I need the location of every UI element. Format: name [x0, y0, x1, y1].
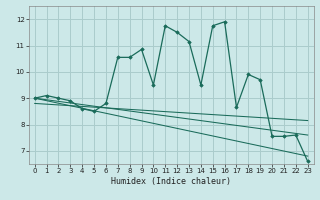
X-axis label: Humidex (Indice chaleur): Humidex (Indice chaleur): [111, 177, 231, 186]
